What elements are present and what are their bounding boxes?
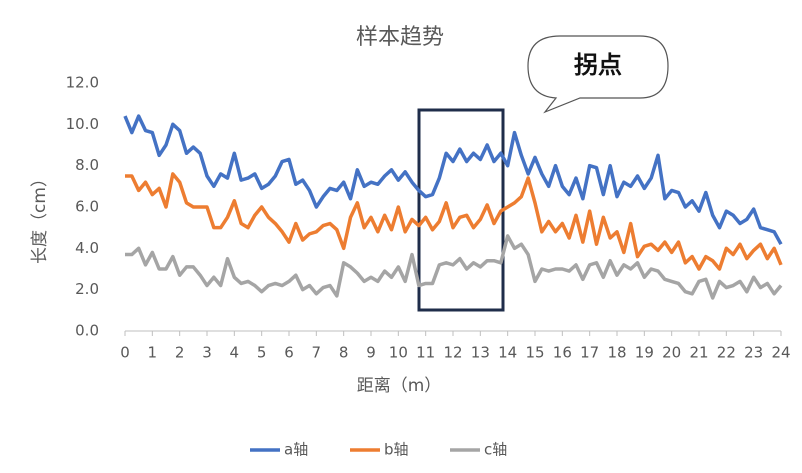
x-tick-label: 4 [230,344,240,362]
y-tick-label: 6.0 [75,198,99,216]
legend-label: c轴 [484,441,507,459]
y-tick-label: 10.0 [66,115,99,133]
x-tick-label: 3 [202,344,212,362]
chart-title: 样本趋势 [356,25,444,50]
callout-text: 拐点 [574,51,622,79]
y-tick-label: 0.0 [75,322,99,340]
series-line [125,172,783,271]
y-tick-label: 8.0 [75,156,99,174]
y-tick-label: 4.0 [75,239,99,257]
x-tick-label: 13 [471,344,490,362]
callout-bubble [527,35,669,114]
legend-label: a轴 [284,441,308,459]
x-tick-label: 22 [717,344,736,362]
x-tick-label: 19 [635,344,654,362]
x-tick-label: 18 [607,344,626,362]
x-tick-label: 16 [553,344,572,362]
x-tick-label: 7 [312,344,322,362]
x-tick-label: 6 [284,344,294,362]
y-tick-label: 2.0 [75,280,99,298]
x-tick-label: 12 [443,344,462,362]
y-tick-label: 12.0 [66,74,99,92]
x-tick-label: 0 [120,344,130,362]
x-tick-label: 1 [148,344,158,362]
x-tick-label: 20 [662,344,681,362]
x-tick-label: 21 [689,344,708,362]
series-line [125,234,783,300]
y-axis-label: 长度（cm） [30,170,50,264]
x-tick-label: 14 [498,344,517,362]
series-line [123,114,783,246]
legend-label: b轴 [384,441,409,459]
x-tick-label: 2 [175,344,185,362]
x-tick-label: 10 [389,344,408,362]
x-tick-label: 24 [771,344,790,362]
x-tick-label: 15 [525,344,544,362]
x-tick-label: 8 [339,344,349,362]
x-tick-label: 5 [257,344,267,362]
x-tick-label: 17 [580,344,599,362]
x-tick-label: 9 [366,344,376,362]
x-axis-label: 距离（m） [357,376,442,396]
x-tick-label: 23 [744,344,763,362]
x-tick-label: 11 [416,344,435,362]
